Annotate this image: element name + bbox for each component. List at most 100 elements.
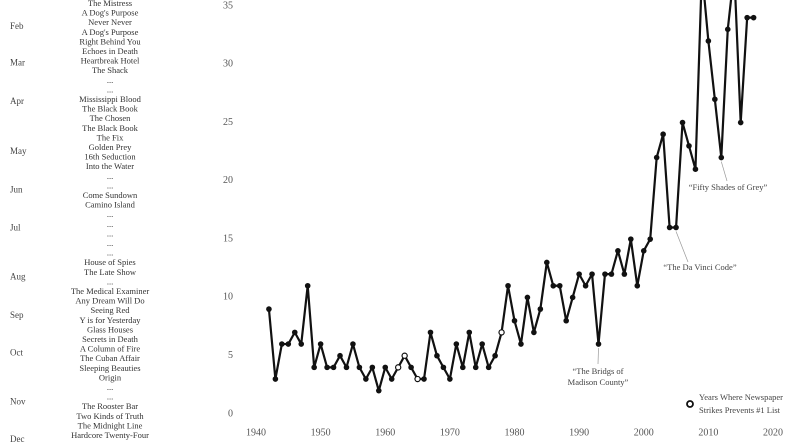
month-label: Jun (10, 184, 23, 194)
book-title: ... (107, 84, 113, 94)
x-tick-label: 1970 (440, 427, 460, 438)
point (621, 271, 628, 277)
month-label: Dec (10, 434, 25, 444)
book-title: The Midnight Line (78, 420, 143, 430)
point (356, 364, 363, 371)
x-tick-label: 2000 (634, 427, 654, 438)
strike-point (498, 329, 505, 336)
y-tick-label: 30 (223, 59, 233, 70)
point (518, 341, 524, 347)
point (285, 341, 292, 347)
point (492, 352, 498, 359)
point (330, 364, 337, 371)
annotation-leader (675, 231, 689, 263)
strike-point (394, 364, 402, 371)
x-tick-label: 1980 (505, 427, 525, 438)
book-title: ... (107, 219, 113, 229)
y-tick-label: 35 (223, 0, 233, 11)
book-title: Into the Water (86, 161, 134, 171)
book-title: Mississippi Blood (79, 94, 141, 104)
point (589, 271, 595, 277)
book-title: ... (107, 276, 113, 286)
point (317, 341, 324, 347)
book-title: ... (107, 171, 113, 181)
x-tick-label: 2020 (763, 427, 783, 438)
y-tick-label: 10 (223, 292, 233, 303)
strike-point (414, 375, 421, 383)
annotation-leader (597, 348, 599, 365)
point (531, 329, 537, 336)
point (266, 306, 272, 312)
book-title: Any Dream Will Do (75, 296, 144, 306)
book-title: Seeing Red (91, 305, 131, 315)
point (615, 248, 621, 254)
book-title: Sleeping Beauties (79, 363, 140, 373)
book-title: Hardcore Twenty-Four (71, 430, 149, 440)
month-label: May (10, 146, 27, 156)
point (485, 364, 492, 371)
month-label: Feb (10, 21, 24, 31)
point (640, 248, 647, 254)
point (737, 119, 744, 126)
book-title: The Fix (97, 132, 124, 142)
legend-marker (686, 400, 694, 408)
month-label: Apr (10, 96, 24, 106)
point (382, 364, 389, 371)
point (686, 143, 692, 149)
point (311, 364, 317, 371)
book-title: The Shack (92, 65, 129, 75)
point (537, 306, 544, 312)
point (434, 352, 440, 359)
annotation: “The Bridgs of (573, 366, 624, 376)
point (556, 282, 563, 289)
book-title: 16th Seduction (84, 152, 136, 162)
book-title: Camino Island (85, 200, 136, 210)
book-title: A Dog's Purpose (82, 27, 139, 37)
book-title: The Rooster Bar (82, 401, 138, 411)
book-title: Y is for Yesterday (79, 315, 141, 325)
book-title: The Medical Examiner (71, 286, 150, 296)
x-tick-label: 1960 (375, 427, 395, 438)
book-title: Heartbreak Hotel (81, 56, 140, 66)
book-title: The Mistress (88, 0, 132, 8)
point (350, 341, 356, 347)
month-label: Aug (10, 272, 26, 282)
x-tick-label: 2010 (698, 427, 718, 438)
point (408, 364, 414, 371)
point (712, 96, 718, 103)
point (440, 364, 447, 371)
y-tick-label: 15 (223, 233, 233, 244)
point (479, 341, 485, 347)
book-title: A Dog's Purpose (82, 8, 139, 18)
x-tick-label: 1950 (311, 427, 331, 438)
point (453, 341, 460, 347)
point (298, 341, 305, 347)
point (363, 376, 369, 382)
book-title: Echoes in Death (82, 46, 138, 56)
x-tick-label: 1990 (569, 427, 589, 438)
point (511, 317, 518, 324)
book-title: ... (107, 75, 113, 85)
point (692, 166, 699, 172)
y-tick-label: 25 (223, 117, 233, 128)
book-title: ... (107, 248, 113, 258)
point (291, 329, 298, 336)
book-title: Secrets in Death (82, 334, 138, 344)
point (421, 376, 427, 382)
y-tick-label: 5 (228, 350, 233, 361)
point (666, 224, 673, 231)
point (673, 224, 679, 231)
point (679, 119, 686, 126)
point (544, 259, 550, 266)
legend-label: Strikes Prevents #1 List (699, 405, 781, 415)
point (505, 282, 511, 289)
book-title: Glass Houses (87, 324, 133, 334)
point (304, 282, 311, 289)
book-title: Never Never (88, 17, 132, 27)
point (653, 154, 660, 161)
annotation-leader (720, 161, 728, 182)
book-title: ... (107, 392, 113, 402)
point (647, 236, 654, 242)
point (324, 364, 330, 371)
